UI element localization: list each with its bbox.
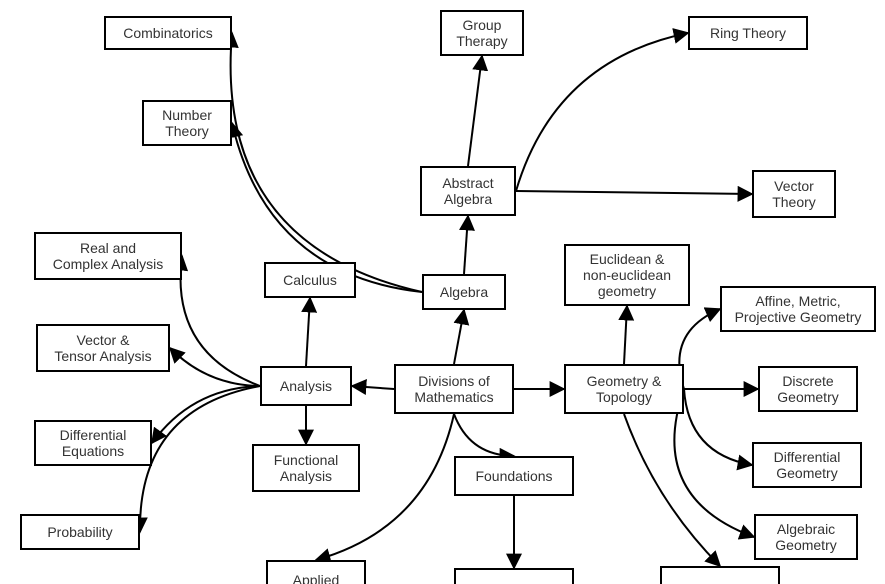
node-algebra: Algebra: [422, 274, 506, 310]
edge-abstract_algebra-ring_theory: [516, 33, 688, 191]
node-func_analysis: Functional Analysis: [252, 444, 360, 492]
edge-divisions-foundations: [454, 414, 514, 456]
node-vector_theory: Vector Theory: [752, 170, 836, 218]
node-probability: Probability: [20, 514, 140, 550]
edge-analysis-vector_tensor: [170, 348, 260, 386]
node-analysis: Analysis: [260, 366, 352, 406]
node-geom_topo: Geometry & Topology: [564, 364, 684, 414]
node-ring_theory: Ring Theory: [688, 16, 808, 50]
edge-divisions-algebra: [454, 310, 464, 364]
edge-analysis-real_complex: [180, 256, 260, 386]
edge-algebra-abstract_algebra: [464, 216, 468, 274]
edge-geom_topo-diff_geom: [684, 389, 752, 465]
node-calculus: Calculus: [264, 262, 356, 298]
diagram-canvas: Combinatorics Group Therapy Ring Theory Num…: [0, 0, 885, 584]
edge-abstract_algebra-group_therapy: [468, 56, 482, 166]
edge-divisions-analysis: [352, 386, 394, 389]
node-euclidean: Euclidean & non-euclidean geometry: [564, 244, 690, 306]
node-divisions: Divisions of Mathematics: [394, 364, 514, 414]
edge-algebra-combinatorics: [231, 33, 422, 292]
edge-geom_topo-euclidean: [624, 306, 627, 364]
node-diff_geom: Differential Geometry: [752, 442, 862, 488]
edge-geom_topo-ghost2: [624, 414, 720, 566]
node-discrete_geom: Discrete Geometry: [758, 366, 858, 412]
node-ghost1: [454, 568, 574, 584]
node-combinatorics: Combinatorics: [104, 16, 232, 50]
node-foundations: Foundations: [454, 456, 574, 496]
node-number_theory: Number Theory: [142, 100, 232, 146]
node-diff_eq: Differential Equations: [34, 420, 152, 466]
node-ghost2: [660, 566, 780, 584]
edge-analysis-probability: [140, 386, 260, 532]
edge-analysis-diff_eq: [152, 386, 260, 443]
edge-abstract_algebra-vector_theory: [516, 191, 752, 194]
node-alg_geom: Algebraic Geometry: [754, 514, 858, 560]
node-group_therapy: Group Therapy: [440, 10, 524, 56]
edge-analysis-calculus: [306, 298, 310, 366]
edge-geom_topo-alg_geom: [674, 389, 754, 537]
node-abstract_algebra: Abstract Algebra: [420, 166, 516, 216]
node-affine: Affine, Metric, Projective Geometry: [720, 286, 876, 332]
node-applied: Applied: [266, 560, 366, 584]
node-vector_tensor: Vector & Tensor Analysis: [36, 324, 170, 372]
node-real_complex: Real and Complex Analysis: [34, 232, 182, 280]
edge-geom_topo-affine: [679, 309, 720, 389]
